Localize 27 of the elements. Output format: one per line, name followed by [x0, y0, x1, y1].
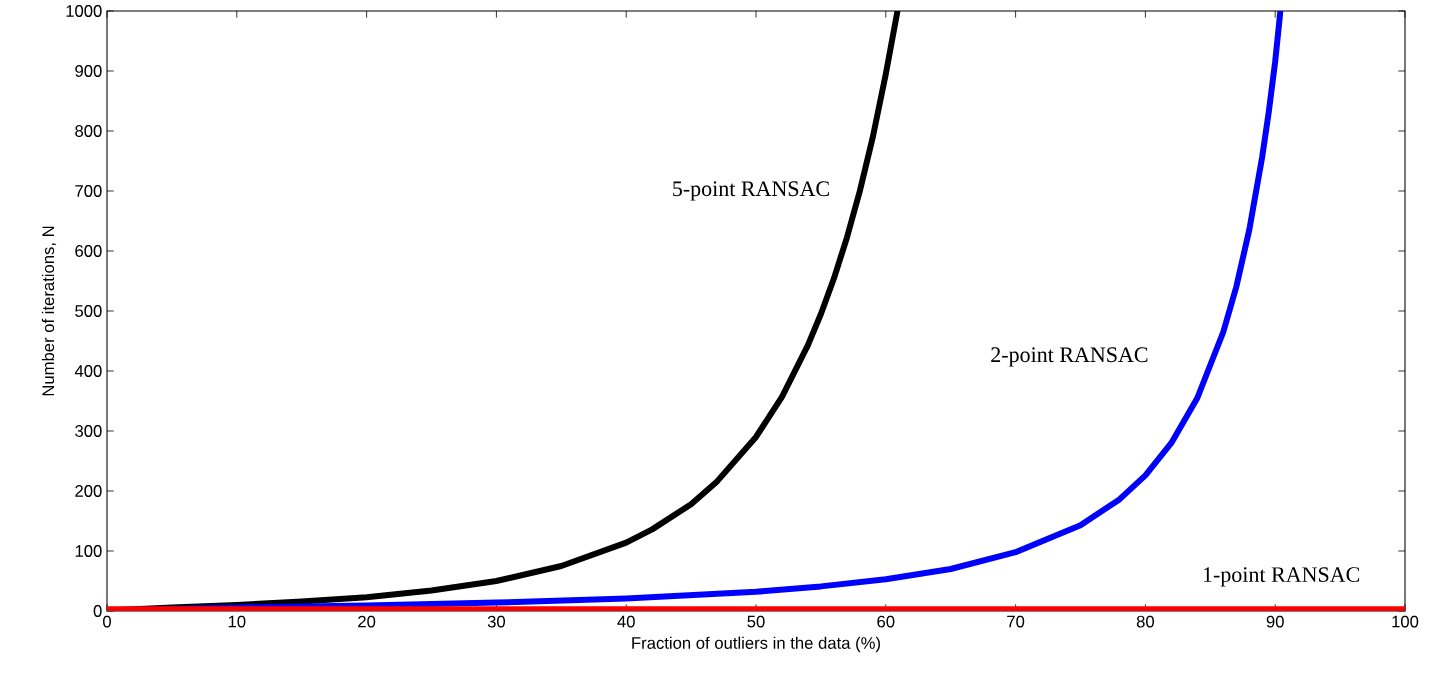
- y-tick-label: 900: [75, 65, 102, 77]
- y-tick-label: 1000: [66, 5, 102, 17]
- x-tick-label: 10: [228, 615, 246, 628]
- x-tick-label: 20: [358, 615, 376, 628]
- x-tick-label: 100: [1392, 615, 1419, 628]
- series-label: 5-point RANSAC: [673, 181, 829, 201]
- y-tick-label: 500: [75, 305, 102, 317]
- y-tick-label: 200: [75, 485, 102, 497]
- y-tick-label: 700: [75, 185, 102, 197]
- x-tick-label: 70: [1007, 615, 1025, 628]
- x-axis-title: Fraction of outliers in the data (%): [632, 636, 880, 653]
- y-tick-label: 400: [74, 365, 102, 377]
- y-axis-title: Number of iterations, N: [41, 226, 57, 396]
- x-tick-label: 80: [1136, 615, 1155, 628]
- x-tick-label: 90: [1266, 615, 1284, 628]
- y-tick-label: 300: [75, 425, 102, 437]
- text: 2-point RANSAC: [991, 347, 1148, 367]
- y-tick-label: 0: [93, 605, 102, 617]
- y-tick-label: 100: [75, 545, 102, 557]
- x-tick-label: 30: [487, 615, 506, 628]
- x-tick-label: 40: [617, 615, 635, 628]
- x-tick-label: 60: [877, 615, 895, 628]
- y-tick-label: 600: [75, 245, 102, 257]
- x-tick-label: 0: [103, 615, 111, 628]
- y-tick-label: 800: [75, 125, 102, 137]
- series-label: 1-point RANSAC: [1203, 567, 1360, 587]
- x-tick-label: 50: [747, 615, 765, 628]
